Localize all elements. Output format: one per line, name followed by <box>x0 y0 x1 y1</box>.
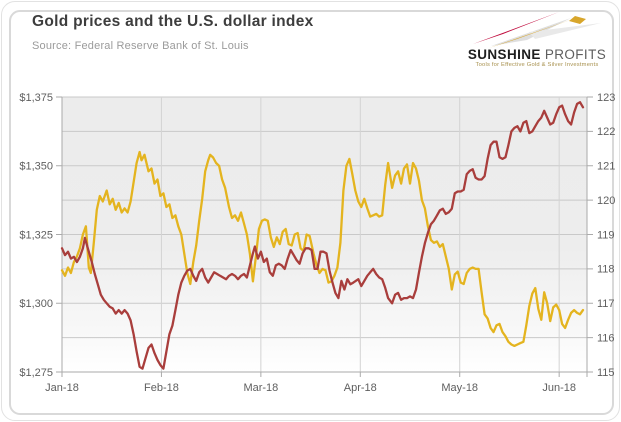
y-right-tick-label: 117 <box>597 298 615 310</box>
y-left-tick-label: $1,325 <box>19 229 53 241</box>
page-title: Gold prices and the U.S. dollar index <box>32 13 314 30</box>
x-tick-label: Mar-18 <box>243 382 278 394</box>
y-left-tick-label: $1,300 <box>19 298 53 310</box>
logo-brand-light: PROFITS <box>544 47 607 62</box>
logo-dart-tip-icon <box>569 16 586 24</box>
y-left-tick-label: $1,275 <box>19 367 53 379</box>
x-tick-label: May-18 <box>441 382 478 394</box>
logo-gold-dart-icon <box>489 19 573 48</box>
y-left-tick-label: $1,350 <box>19 161 53 173</box>
logo-darts-icon <box>473 12 601 48</box>
x-tick-label: Feb-18 <box>144 382 179 394</box>
source-caption: Source: Federal Reserve Bank of St. Loui… <box>32 40 249 52</box>
y-right-tick-label: 116 <box>597 332 615 344</box>
logo-tagline: Tools for Effective Gold & Silver Invest… <box>475 62 599 68</box>
y-left-tick-label: $1,375 <box>19 92 53 104</box>
y-right-tick-label: 123 <box>597 92 615 104</box>
sunshine-profits-logo: SUNSHINE PROFITS Tools for Effective Gold… <box>466 8 608 70</box>
x-tick-label: Jan-18 <box>45 382 79 394</box>
usd-index-line <box>60 101 585 370</box>
y-right-tick-label: 122 <box>597 126 615 138</box>
y-right-tick-label: 119 <box>597 229 615 241</box>
x-tick-label: Apr-18 <box>344 382 377 394</box>
logo-brand-bold: SUNSHINE <box>467 47 541 62</box>
logo-red-dart-icon <box>473 12 559 44</box>
logo-swoosh-shape <box>529 23 601 39</box>
x-tick-label: Jun-18 <box>542 382 576 394</box>
gold-price-line <box>60 150 585 348</box>
y-right-tick-label: 121 <box>597 161 615 173</box>
logo-wordmark: SUNSHINE PROFITS <box>466 47 608 62</box>
y-right-tick-label: 118 <box>597 264 615 276</box>
y-right-tick-label: 120 <box>597 195 615 207</box>
y-right-tick-label: 115 <box>597 367 615 379</box>
